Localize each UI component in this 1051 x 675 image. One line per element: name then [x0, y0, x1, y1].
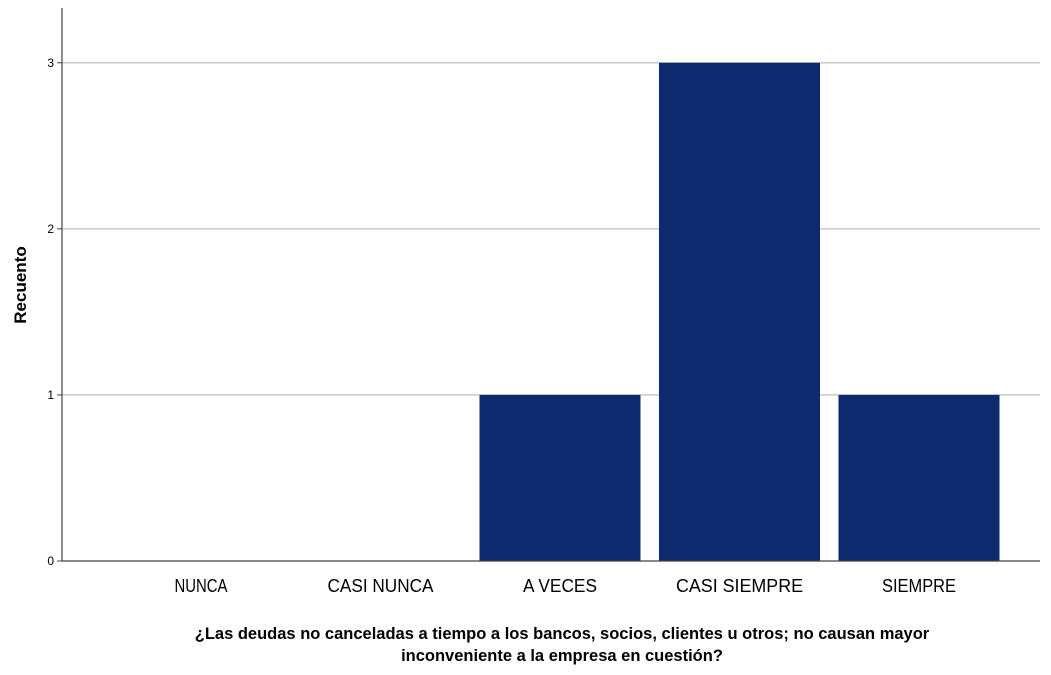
x-axis-label-line-1: ¿Las deudas no canceladas a tiempo a los… [195, 625, 930, 643]
bars [479, 62, 1000, 561]
x-tick-label: NUNCA [175, 576, 228, 596]
bar [479, 394, 641, 561]
bar [659, 62, 820, 561]
y-axis-label: Recuento [11, 246, 30, 323]
y-tick-label: 0 [47, 554, 54, 568]
bar [838, 394, 1000, 561]
y-tick-label: 3 [47, 56, 54, 70]
x-tick-label: CASI SIEMPRE [676, 576, 803, 596]
x-tick-label: SIEMPRE [882, 576, 956, 596]
x-tick-label: A VECES [523, 576, 597, 596]
y-tick-label: 2 [47, 222, 54, 236]
x-tick-label: CASI NUNCA [328, 576, 434, 596]
y-tick-label: 1 [47, 388, 54, 402]
x-tick-labels: NUNCA CASI NUNCA A VECES CASI SIEMPRE SIEMPR… [175, 576, 957, 596]
axes [57, 8, 1040, 562]
y-tick-labels: 0 1 2 3 [47, 56, 54, 568]
x-axis-label-line-2: inconveniente a la empresa en cuestión? [401, 647, 723, 665]
gridlines [62, 62, 1040, 396]
